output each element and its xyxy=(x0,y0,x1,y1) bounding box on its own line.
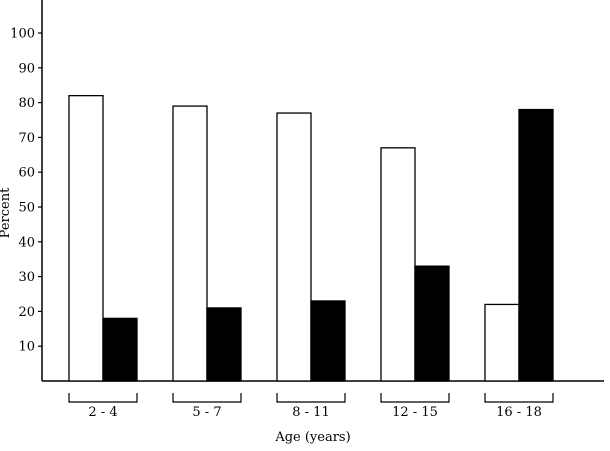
y-tick-label: 30 xyxy=(18,270,35,285)
y-tick-label: 60 xyxy=(18,166,35,181)
y-tick-label: 50 xyxy=(18,201,35,216)
y-tick-label: 10 xyxy=(18,340,35,355)
y-tick-label: 90 xyxy=(18,61,35,76)
y-axis-title: Percent xyxy=(0,187,13,238)
y-tick-label: 20 xyxy=(18,305,35,320)
bars xyxy=(68,94,554,382)
category-bracket xyxy=(68,393,138,403)
bar xyxy=(276,112,312,382)
bar xyxy=(310,300,346,382)
y-tick-label: 100 xyxy=(10,27,35,42)
x-tick-label: 5 - 7 xyxy=(192,405,221,420)
bar xyxy=(518,108,554,382)
x-tick-label: 12 - 15 xyxy=(392,405,438,420)
bar xyxy=(414,265,450,382)
bar xyxy=(380,147,416,382)
x-tick-label: 8 - 11 xyxy=(292,405,329,420)
category-bracket xyxy=(484,393,554,403)
bar xyxy=(206,307,242,382)
x-tick-label: 2 - 4 xyxy=(88,405,117,420)
bar xyxy=(102,317,138,382)
category-bracket xyxy=(380,393,450,403)
x-tick-label: 16 - 18 xyxy=(496,405,542,420)
y-tick-label: 70 xyxy=(18,131,35,146)
bar xyxy=(484,303,520,382)
bar xyxy=(172,105,208,382)
category-bracket xyxy=(172,393,242,403)
bar xyxy=(68,94,104,382)
y-tick-label: 80 xyxy=(18,96,35,111)
x-axis-title: Age (years) xyxy=(274,430,350,445)
x-axis: 2 - 4 5 - 7 8 - 11 12 - 15 16 - 18 xyxy=(42,380,604,420)
y-tick-label: 40 xyxy=(18,235,35,250)
y-axis: 10 20 30 40 50 60 70 80 90 100 xyxy=(10,0,43,381)
category-bracket xyxy=(276,393,346,403)
